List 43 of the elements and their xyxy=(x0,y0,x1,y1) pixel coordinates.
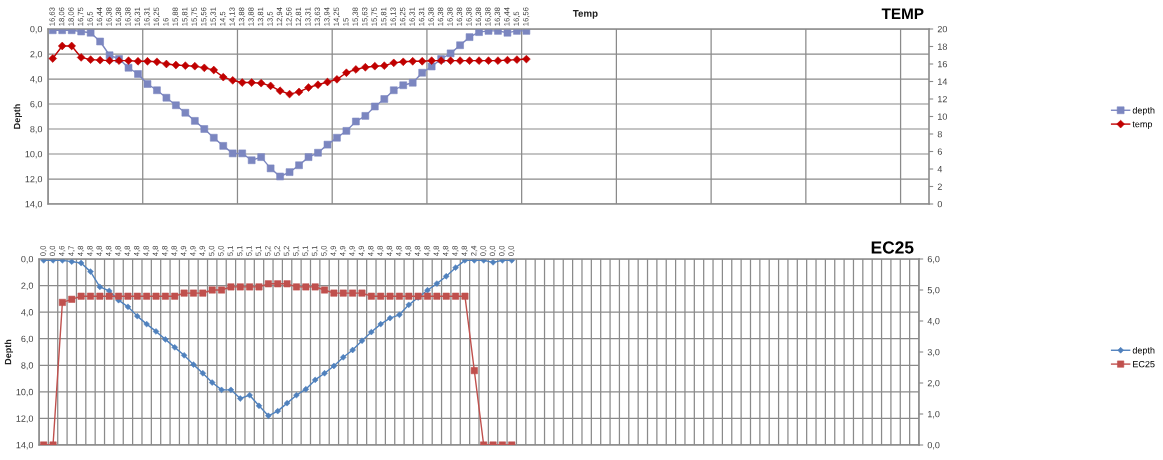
y2-tick-label: 6 xyxy=(937,148,942,155)
y2-tick-label: 3,0 xyxy=(927,348,940,357)
y2-tick-label: 0 xyxy=(937,200,942,208)
legend-label: depth xyxy=(1132,346,1155,356)
y2-tick-label: 2,0 xyxy=(927,379,940,388)
y2-tick-label: 10 xyxy=(938,113,948,120)
y2-tick-label: 16 xyxy=(938,60,947,68)
legend-label: depth xyxy=(1132,106,1155,116)
y2-tick-label: 4,0 xyxy=(927,317,940,326)
y-tick-label: 8,0 xyxy=(21,362,34,370)
y-tick-label: 6,0 xyxy=(30,100,43,109)
y-tick-label: 12,0 xyxy=(16,415,34,423)
y-tick-label: 14,0 xyxy=(25,200,43,209)
y-tick-label: 2,0 xyxy=(21,282,34,290)
y-tick-label: 14,0 xyxy=(16,441,34,450)
chart-title: TEMP xyxy=(881,8,924,19)
y-tick-label: 10,0 xyxy=(25,150,43,159)
x-axis-title: Temp xyxy=(572,10,598,19)
y2-tick-label: 14 xyxy=(938,78,948,85)
y2-tick-label: 12 xyxy=(938,95,947,103)
y-tick-label: 0,0 xyxy=(21,255,34,264)
y2-tick-label: 0,0 xyxy=(927,441,940,450)
y-tick-label: 4,0 xyxy=(21,309,34,317)
y-tick-label: 12,0 xyxy=(25,175,43,184)
y2-tick-label: 18 xyxy=(938,43,947,50)
y-tick-label: 0,0 xyxy=(30,25,43,34)
y2-tick-label: 2 xyxy=(937,183,942,190)
y-tick-label: 4,0 xyxy=(30,75,43,84)
chart-title: EC25 xyxy=(871,241,914,254)
y2-tick-label: 20 xyxy=(937,25,948,33)
y2-tick-label: 5,0 xyxy=(927,286,940,295)
y-axis-title: Depth xyxy=(13,104,22,129)
y2-tick-label: 6,0 xyxy=(927,255,940,264)
legend-label: EC25 xyxy=(1133,360,1155,368)
y2-tick-label: 1,0 xyxy=(928,410,940,419)
y-tick-label: 2,0 xyxy=(30,50,43,59)
y-tick-label: 8,0 xyxy=(30,125,43,134)
y-tick-label: 10,0 xyxy=(16,388,34,397)
y-axis-title: Depth xyxy=(4,339,13,365)
y2-tick-label: 8 xyxy=(937,130,942,138)
y2-tick-label: 4 xyxy=(937,166,943,173)
y-tick-label: 6,0 xyxy=(21,335,34,344)
legend-label: temp xyxy=(1132,121,1153,130)
